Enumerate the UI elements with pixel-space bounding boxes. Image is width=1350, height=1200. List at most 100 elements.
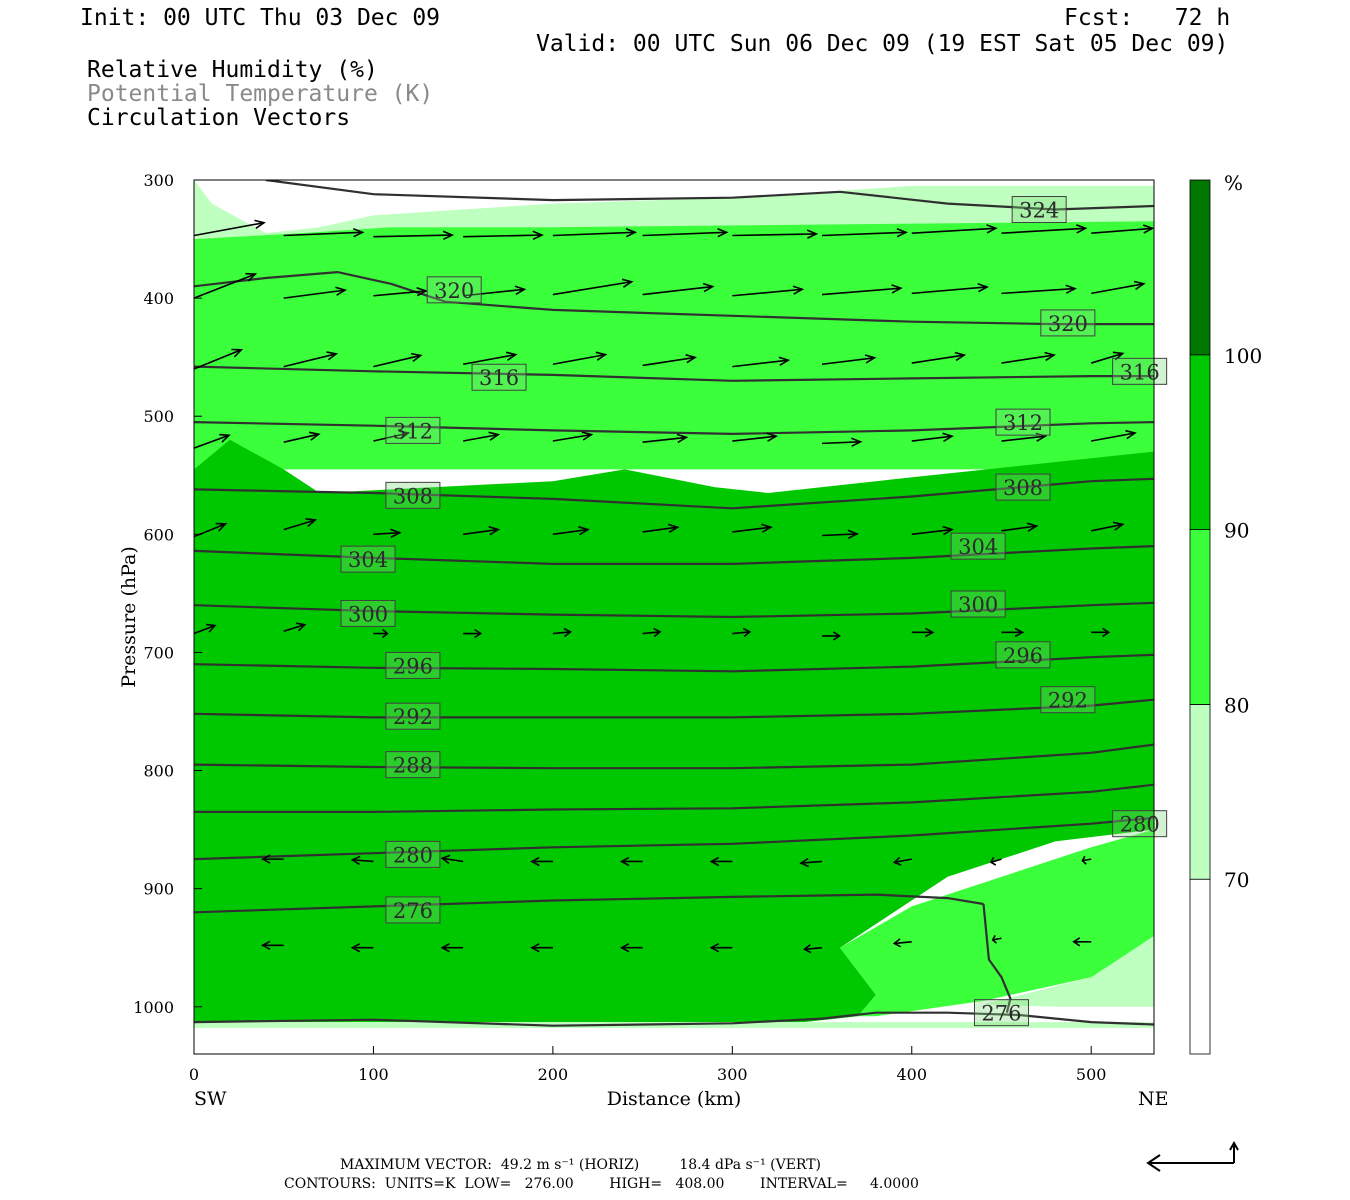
circulation-vector bbox=[552, 351, 608, 366]
max-vector-note: MAXIMUM VECTOR: 49.2 m s⁻¹ (HORIZ) 18.4 … bbox=[340, 1157, 822, 1173]
circulation-vector bbox=[1072, 937, 1092, 947]
valid-time: Valid: 00 UTC Sun 06 Dec 09 (19 EST Sat … bbox=[536, 31, 1229, 57]
theta-contour-276 bbox=[982, 903, 1012, 1013]
theta-label-324: 324 bbox=[1011, 196, 1067, 224]
circulation-vector bbox=[911, 627, 935, 638]
circulation-vector bbox=[1001, 627, 1025, 638]
circulation-vector bbox=[440, 942, 464, 953]
theta-label-280: 280 bbox=[1112, 810, 1168, 838]
svg-text:280: 280 bbox=[393, 843, 433, 867]
circulation-vector bbox=[799, 857, 823, 868]
theta-label-296: 296 bbox=[995, 641, 1051, 669]
y-tick-label: 900 bbox=[143, 880, 174, 899]
x-axis-label: Distance (km) bbox=[607, 1088, 742, 1110]
y-tick-label: 700 bbox=[143, 643, 174, 662]
y-axis-label: Pressure (hPa) bbox=[118, 546, 140, 688]
circulation-vector bbox=[552, 526, 590, 536]
circulation-vector bbox=[1081, 855, 1092, 865]
circulation-vector bbox=[642, 523, 680, 533]
theta-label-300: 300 bbox=[950, 590, 1006, 618]
circulation-vector bbox=[552, 278, 634, 296]
theta-contour-280 bbox=[194, 816, 1154, 861]
y-tick-label: 800 bbox=[143, 762, 174, 781]
circulation-vector bbox=[373, 528, 402, 539]
vector-layer bbox=[194, 219, 1154, 954]
circulation-vector bbox=[463, 351, 518, 366]
svg-text:300: 300 bbox=[348, 602, 388, 626]
circulation-vector bbox=[803, 944, 823, 954]
colorbar-label: 80 bbox=[1224, 693, 1249, 717]
circulation-vector bbox=[619, 942, 643, 953]
y-tick-label: 500 bbox=[143, 407, 174, 426]
plot-frame bbox=[193, 179, 1155, 1055]
forecast-hour: Fcst: 72 h bbox=[1064, 5, 1231, 31]
svg-text:312: 312 bbox=[1003, 411, 1043, 435]
y-tick-label: 300 bbox=[143, 171, 174, 190]
svg-text:316: 316 bbox=[1120, 360, 1160, 384]
circulation-vector bbox=[989, 857, 1002, 866]
svg-text:320: 320 bbox=[1048, 312, 1088, 336]
circulation-vector bbox=[1001, 522, 1039, 532]
theta-label-312: 312 bbox=[385, 416, 441, 444]
contour-label-layer: 324 320 320 316 316 312 312 308 308 304 304 300 300 2… bbox=[340, 196, 1168, 1027]
x-tick-label: 100 bbox=[358, 1065, 389, 1084]
theta-label-320: 320 bbox=[426, 276, 482, 304]
svg-text:316: 316 bbox=[479, 366, 519, 390]
circulation-vector bbox=[892, 938, 912, 948]
theta-contour-304 bbox=[194, 545, 1154, 565]
circulation-vector bbox=[463, 628, 483, 639]
x-tick-label: 500 bbox=[1076, 1065, 1107, 1084]
circulation-vector bbox=[822, 631, 841, 641]
theta-label-316: 316 bbox=[471, 363, 527, 391]
circulation-vector bbox=[463, 431, 501, 442]
rh-fill-layer bbox=[194, 180, 1154, 1028]
theta-label-288: 288 bbox=[385, 751, 441, 779]
circulation-vector bbox=[283, 622, 307, 632]
colorbar-band bbox=[1189, 354, 1211, 530]
circulation-vector bbox=[732, 432, 779, 442]
svg-text:276: 276 bbox=[981, 1002, 1021, 1026]
theta-label-296: 296 bbox=[385, 651, 441, 679]
colorbar-band bbox=[1189, 878, 1211, 1055]
theta-label-312: 312 bbox=[995, 408, 1051, 436]
x-tick-label: 400 bbox=[896, 1065, 927, 1084]
circulation-vector bbox=[911, 351, 967, 364]
circulation-vector bbox=[1091, 224, 1154, 234]
circulation-vector bbox=[194, 433, 231, 449]
x-tick-label: 0 bbox=[189, 1065, 199, 1084]
circulation-vector bbox=[463, 285, 527, 297]
field-rh: Relative Humidity (%) bbox=[87, 57, 378, 83]
circulation-vector bbox=[373, 628, 389, 639]
circulation-vector bbox=[642, 227, 729, 238]
theta-label-304: 304 bbox=[340, 545, 396, 573]
svg-text:304: 304 bbox=[958, 535, 998, 559]
circulation-vector bbox=[911, 525, 954, 536]
circulation-vector bbox=[283, 286, 347, 299]
theta-label-292: 292 bbox=[385, 702, 441, 730]
circulation-vector bbox=[194, 623, 217, 635]
circulation-vector bbox=[350, 942, 374, 953]
circulation-vector bbox=[821, 284, 903, 296]
theta-contour-312 bbox=[194, 421, 1154, 436]
field-vectors: Circulation Vectors bbox=[87, 105, 351, 131]
circulation-vector bbox=[1001, 224, 1088, 234]
svg-text:280: 280 bbox=[1120, 813, 1160, 837]
theta-label-316: 316 bbox=[1112, 357, 1168, 385]
theta-contour-308 bbox=[194, 477, 1154, 510]
theta-contour-292 bbox=[194, 698, 1154, 719]
theta-contour-320 bbox=[194, 270, 1154, 326]
field-theta: Potential Temperature (K) bbox=[87, 81, 434, 107]
theta-label-320: 320 bbox=[1040, 309, 1096, 337]
circulation-vector bbox=[1090, 351, 1125, 364]
rh-region-3 bbox=[840, 829, 1154, 1017]
circulation-vector bbox=[1001, 432, 1048, 442]
theta-label-304: 304 bbox=[950, 532, 1006, 560]
colorbar: 70 80 90 100 bbox=[1189, 179, 1262, 1055]
colorbar-band bbox=[1189, 529, 1211, 705]
circulation-vector bbox=[709, 942, 733, 953]
y-tick-label: 400 bbox=[143, 289, 174, 308]
colorbar-label: 90 bbox=[1224, 519, 1249, 543]
circulation-vector bbox=[732, 229, 819, 239]
theta-label-276: 276 bbox=[973, 999, 1029, 1027]
svg-text:308: 308 bbox=[393, 484, 433, 508]
